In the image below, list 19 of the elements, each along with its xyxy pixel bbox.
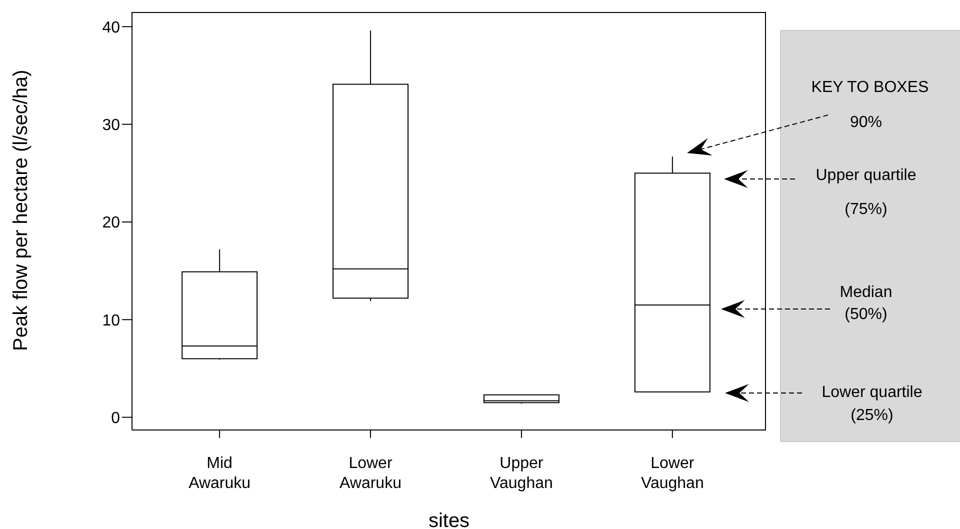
x-tick-label: Lower Awaruku xyxy=(340,455,402,492)
y-tick-label: 40 xyxy=(102,19,120,36)
text: (25%) xyxy=(850,406,894,426)
y-tick-label: 20 xyxy=(102,214,120,232)
text: Median xyxy=(838,283,894,303)
x-tick-label: Upper Vaughan xyxy=(490,455,553,492)
x-tick-label: Lower Vaughan xyxy=(640,455,704,492)
text: (75%) xyxy=(844,200,888,220)
text: 90% xyxy=(848,113,884,133)
y-tick-label: 10 xyxy=(102,312,120,330)
text: Upper quartile xyxy=(814,166,918,186)
x-tick-label: Mid Awaruku xyxy=(188,455,251,492)
y-axis-title: Peak flow per hectare (l/sec/ha) xyxy=(10,70,32,351)
y-tick-label: 0 xyxy=(111,410,120,427)
text: Lower quartile xyxy=(820,383,924,403)
text: (50%) xyxy=(844,305,888,325)
text: KEY TO BOXES xyxy=(810,78,930,98)
x-axis-title: sites xyxy=(428,510,470,529)
y-tick-label: 30 xyxy=(102,116,120,134)
